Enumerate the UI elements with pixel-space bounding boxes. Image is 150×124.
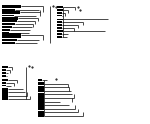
Bar bbox=[2, 94, 8, 97]
Bar bbox=[2, 32, 9, 34]
Bar bbox=[57, 33, 61, 35]
Bar bbox=[2, 33, 21, 38]
Bar bbox=[2, 17, 18, 20]
Bar bbox=[2, 97, 8, 100]
Bar bbox=[38, 93, 44, 96]
Bar bbox=[2, 72, 6, 74]
Bar bbox=[57, 6, 63, 8]
Bar bbox=[2, 5, 21, 8]
Bar bbox=[57, 27, 61, 29]
Bar bbox=[38, 86, 44, 89]
Bar bbox=[38, 82, 44, 85]
Bar bbox=[2, 88, 8, 91]
Bar bbox=[57, 21, 61, 23]
Bar bbox=[38, 96, 44, 100]
Bar bbox=[2, 42, 15, 44]
Bar bbox=[2, 23, 15, 25]
Bar bbox=[57, 24, 61, 26]
Bar bbox=[57, 9, 63, 11]
Bar bbox=[2, 11, 20, 14]
Bar bbox=[57, 19, 63, 20]
Bar bbox=[38, 103, 44, 107]
Bar bbox=[2, 29, 10, 31]
Bar bbox=[2, 85, 6, 86]
Bar bbox=[38, 114, 44, 117]
Bar bbox=[2, 39, 16, 41]
Bar bbox=[38, 89, 44, 93]
Bar bbox=[2, 79, 8, 81]
Bar bbox=[57, 36, 61, 38]
Bar bbox=[57, 12, 61, 14]
Bar bbox=[38, 79, 42, 81]
Bar bbox=[2, 75, 6, 77]
Bar bbox=[38, 110, 44, 114]
Bar bbox=[38, 107, 44, 110]
Bar bbox=[57, 30, 63, 32]
Bar bbox=[57, 15, 61, 16]
Bar bbox=[2, 69, 6, 71]
Bar bbox=[2, 9, 15, 11]
Bar bbox=[2, 91, 8, 94]
Bar bbox=[2, 82, 6, 84]
Bar bbox=[2, 26, 12, 28]
Bar bbox=[2, 20, 16, 22]
Bar bbox=[2, 66, 8, 68]
Bar bbox=[2, 15, 14, 16]
Bar bbox=[38, 100, 44, 103]
